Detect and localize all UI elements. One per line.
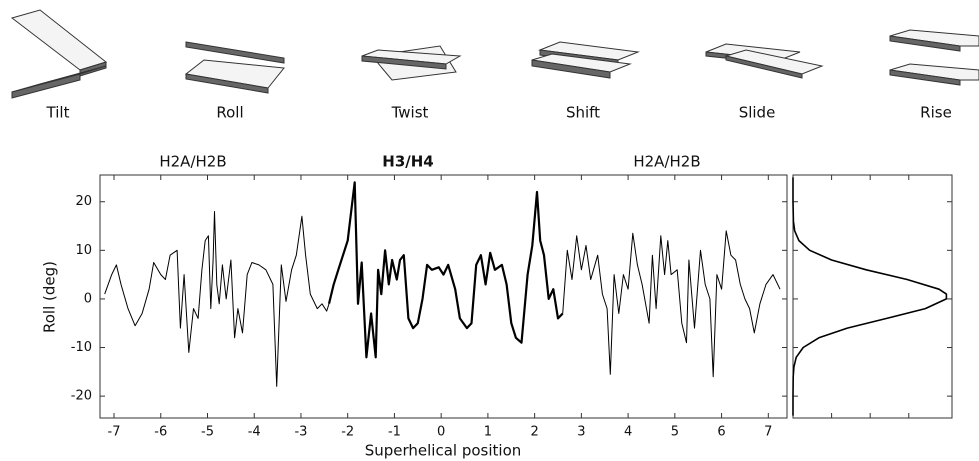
step-label: Rise — [920, 104, 952, 122]
x-tick-label: -2 — [341, 425, 354, 440]
y-tick-label: -10 — [71, 340, 92, 355]
x-axis-label: Superhelical position — [365, 442, 522, 460]
x-tick-label: 2 — [530, 425, 538, 440]
y-tick-label: 20 — [75, 194, 92, 209]
step-label: Tilt — [46, 104, 70, 122]
x-tick-label: 0 — [437, 425, 445, 440]
plot-frame — [99, 174, 788, 419]
x-tick-label: -7 — [108, 425, 121, 440]
x-tick-label: 7 — [764, 425, 772, 440]
icon-tilt — [10, 9, 108, 99]
y-tick-label: 0 — [84, 291, 92, 306]
y-tick-label: 10 — [75, 243, 92, 258]
data-line — [327, 181, 564, 359]
x-tick-label: -1 — [388, 425, 401, 440]
x-tick-label: 1 — [484, 425, 492, 440]
icon-rise — [889, 29, 979, 86]
step-label: Roll — [216, 104, 243, 122]
step-icons — [10, 9, 979, 99]
icon-twist — [361, 45, 462, 81]
annotation: H2A/H2B — [159, 153, 226, 171]
y-tick-label: -20 — [71, 389, 92, 404]
x-tick-label: -5 — [201, 425, 214, 440]
data-line — [104, 211, 330, 387]
side-frame — [792, 174, 953, 419]
x-tick-label: 6 — [717, 425, 725, 440]
x-tick-label: 5 — [671, 425, 679, 440]
annotation: H3/H4 — [382, 153, 433, 171]
x-tick-label: 3 — [577, 425, 585, 440]
step-label: Twist — [391, 104, 429, 122]
y-axis-label: Roll (deg) — [41, 261, 59, 333]
annotation: H2A/H2B — [633, 153, 700, 171]
data-line — [562, 230, 781, 378]
x-tick-label: -6 — [154, 425, 167, 440]
icon-shift — [531, 41, 640, 79]
icon-slide — [705, 43, 824, 79]
x-tick-label: 4 — [624, 425, 632, 440]
step-label: Slide — [739, 104, 776, 122]
data-line — [792, 177, 948, 416]
icon-roll — [184, 41, 285, 94]
x-tick-label: -4 — [248, 425, 261, 440]
step-label: Shift — [566, 104, 600, 122]
x-tick-label: -3 — [294, 425, 307, 440]
